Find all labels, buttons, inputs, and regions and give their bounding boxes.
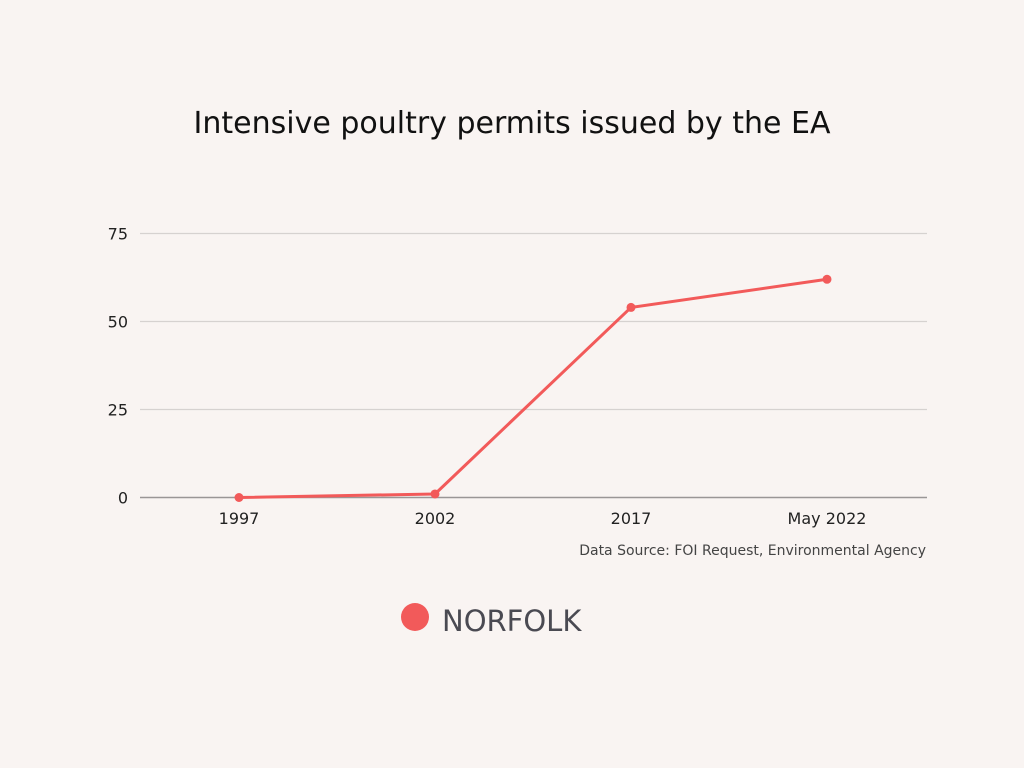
x-tick-label-3: May 2022 <box>788 509 867 528</box>
data-point-1 <box>430 489 440 499</box>
legend-label-norfolk: NORFOLK <box>442 604 582 638</box>
chart-title: Intensive poultry permits issued by the … <box>194 106 831 141</box>
x-axis-ticks: 1997 2002 2017 May 2022 <box>219 509 867 528</box>
x-tick-label-0: 1997 <box>219 509 260 528</box>
legend-swatch-norfolk <box>401 603 429 631</box>
x-tick-label-2: 2017 <box>611 509 652 528</box>
y-axis-ticks: 0 25 50 75 <box>108 225 128 508</box>
data-point-3 <box>822 274 832 284</box>
data-point-0 <box>234 493 244 502</box>
y-tick-label-75: 75 <box>108 225 128 244</box>
series-line-norfolk <box>237 277 829 499</box>
y-tick-label-25: 25 <box>108 401 128 420</box>
y-tick-label-50: 50 <box>108 313 128 332</box>
legend: NORFOLK <box>401 603 582 638</box>
x-tick-label-1: 2002 <box>415 509 456 528</box>
data-point-2 <box>626 302 636 312</box>
gridlines <box>140 232 927 499</box>
series-norfolk <box>234 274 832 502</box>
y-tick-label-0: 0 <box>118 489 128 508</box>
data-source-note: Data Source: FOI Request, Environmental … <box>579 543 926 559</box>
